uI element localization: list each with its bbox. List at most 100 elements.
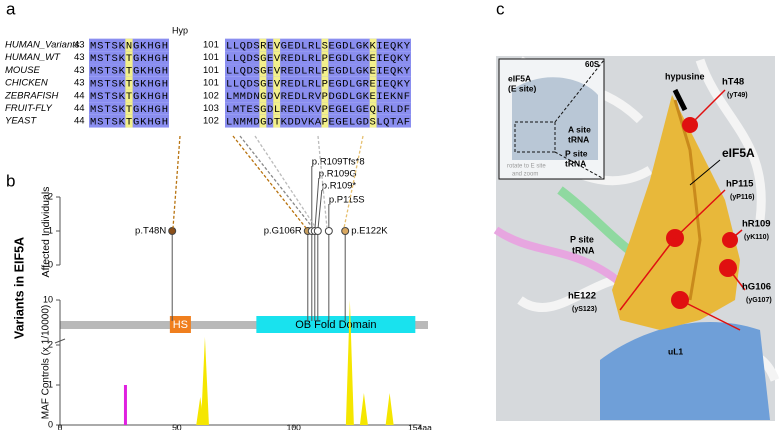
- seq-highlight: [321, 114, 329, 128]
- structure-label: hT48: [722, 77, 744, 88]
- panel-label: b: [6, 171, 15, 190]
- sequence: LMMDNGDVREDLRVPDGDLGKEIEKNF: [226, 91, 410, 103]
- seq-highlight: [125, 114, 133, 128]
- sequence: MSTSKNGKHGH: [90, 40, 168, 52]
- seq-highlight: [259, 38, 267, 52]
- structure-label: 60S: [585, 60, 600, 69]
- y-tick-label: 0: [48, 419, 53, 429]
- species: HUMAN_Variants: [5, 40, 80, 51]
- seq-bg: [225, 64, 411, 77]
- y-tick-label: 10: [43, 294, 53, 304]
- seq-highlight: [125, 76, 133, 90]
- seq-highlight: [125, 102, 133, 115]
- x-tick-label: 100: [287, 422, 301, 430]
- sequence: LNMMDGDTKDDVKAPEGELGDSLQTAF: [226, 116, 410, 128]
- seq-bg: [225, 89, 411, 103]
- leader: [317, 189, 323, 232]
- start: 102: [203, 116, 219, 127]
- start: 44: [74, 90, 85, 101]
- species: MOUSE: [5, 65, 41, 76]
- seq-highlight: [321, 38, 329, 52]
- structure-label: hypusine: [665, 71, 705, 81]
- panel-label: a: [6, 0, 16, 18]
- seq-highlight: [321, 89, 329, 103]
- structure-label: hE122: [568, 291, 596, 302]
- start: 44: [74, 116, 85, 127]
- structure-label: tRNA: [572, 245, 595, 255]
- x-tick-label: 0: [58, 422, 63, 430]
- structure-label: hR109: [742, 219, 771, 230]
- variant-label: p.E122K: [351, 226, 388, 237]
- start: 44: [74, 103, 85, 114]
- connector: [232, 135, 307, 229]
- start: 103: [203, 103, 219, 114]
- seq-highlight: [321, 102, 329, 115]
- seq-highlight: [125, 38, 133, 52]
- variant-dot: [313, 227, 322, 235]
- axis-label: Affected Individuals: [40, 187, 52, 278]
- seq-highlight: [321, 76, 329, 90]
- sequence: LMTESGDLREDLKVPEGELGEQLRLDF: [226, 104, 410, 116]
- structure-label: eIF5A: [508, 73, 531, 83]
- start: 43: [74, 78, 85, 89]
- species: CHICKEN: [5, 78, 48, 89]
- start: 101: [203, 40, 219, 51]
- seq-highlight: [259, 89, 267, 103]
- variant-dot: [168, 227, 177, 235]
- seq-bg: [225, 102, 411, 115]
- structure-label: P site: [565, 148, 588, 158]
- sequence: MSTSKTGKHGH: [90, 91, 168, 103]
- seq-highlight: [273, 89, 281, 103]
- seq-highlight: [125, 89, 133, 103]
- protein: [60, 321, 428, 329]
- structure-label: hG106: [742, 282, 771, 293]
- start: 101: [203, 52, 219, 63]
- connector: [239, 135, 314, 229]
- leader: [314, 177, 320, 232]
- structure-label: tRNA: [565, 158, 586, 168]
- seq-highlight: [321, 51, 329, 65]
- species: ZEBRAFISH: [4, 90, 58, 101]
- y-tick-label: 2: [48, 191, 53, 201]
- sequence: LLQDSGEVREDLRLPEGDLGKEIEQKY: [226, 53, 411, 65]
- structure-label: and zoom: [512, 172, 538, 178]
- sequence: MSTSKTGKHGH: [90, 53, 168, 65]
- start: 101: [203, 78, 219, 89]
- seq-highlight: [259, 76, 267, 90]
- structure-label: (yK110): [744, 234, 769, 241]
- seq-bg: [225, 76, 411, 90]
- maf-peak: [359, 393, 368, 425]
- panel-label: c: [496, 0, 505, 18]
- seq-highlight: [273, 102, 281, 115]
- structure-label: A site: [568, 124, 591, 134]
- seq-highlight: [369, 76, 377, 90]
- species: FRUIT-FLY: [5, 103, 52, 114]
- seq-highlight: [273, 114, 281, 128]
- variant-dot: [341, 227, 350, 235]
- seq-highlight: [259, 64, 267, 77]
- structure-label: hP115: [726, 179, 754, 190]
- structure-label: P site: [570, 234, 594, 244]
- structure-label: (yG107): [746, 297, 772, 304]
- seq-bg: [225, 114, 411, 128]
- maf-peak: [385, 393, 394, 425]
- axis-label: Variants in EIF5A: [12, 237, 26, 339]
- start: 102: [203, 90, 219, 101]
- variant-label: p.P115S: [329, 195, 365, 206]
- seq-highlight: [321, 64, 329, 77]
- seq-bg: [225, 38, 411, 52]
- structure-label: tRNA: [568, 134, 589, 144]
- y-tick-label: 0: [48, 259, 53, 269]
- seq-highlight: [259, 102, 267, 115]
- variant-dot: [324, 227, 333, 235]
- structure-label: rotate to E site: [507, 164, 546, 170]
- structure-label: (yT49): [727, 92, 748, 99]
- variant-label: p.R109G: [319, 169, 357, 180]
- sequence: MSTSKTGKHGH: [90, 66, 168, 78]
- maf-bar: [123, 385, 127, 425]
- structure-image: [493, 56, 780, 421]
- y-tick-label: 2: [48, 339, 53, 349]
- sequence: MSTSKTGKHGH: [90, 116, 168, 128]
- seq-highlight: [259, 51, 267, 65]
